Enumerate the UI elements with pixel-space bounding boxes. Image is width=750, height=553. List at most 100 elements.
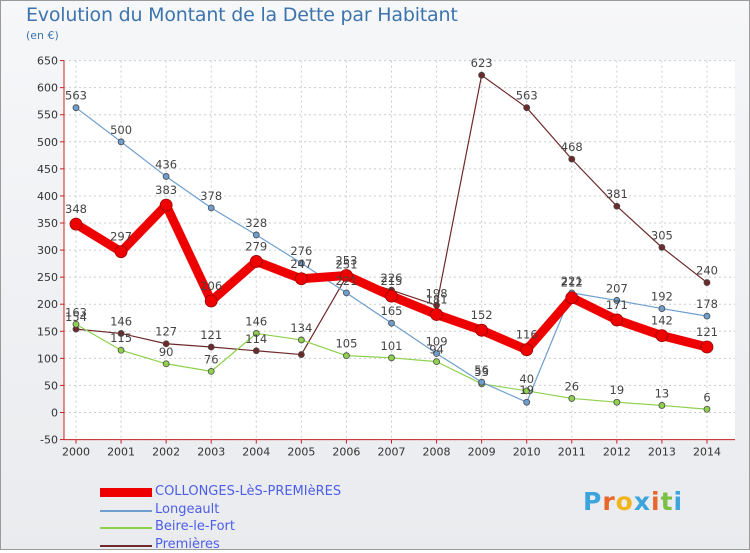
data-point <box>207 367 215 375</box>
data-point <box>523 387 531 395</box>
data-point <box>385 289 398 303</box>
data-point <box>162 360 170 368</box>
data-point <box>658 243 666 251</box>
data-point <box>297 351 305 358</box>
data-label: 221 <box>335 274 357 288</box>
data-label: 181 <box>426 293 448 307</box>
data-point <box>252 231 260 239</box>
data-label: 115 <box>110 331 132 345</box>
data-label: 206 <box>200 279 222 293</box>
data-label: 163 <box>65 305 87 319</box>
y-tick-label: 100 <box>37 352 58 365</box>
x-tick-label: 2014 <box>693 446 721 459</box>
data-label: 178 <box>696 297 718 311</box>
data-label: 40 <box>519 372 534 386</box>
y-tick-label: -50 <box>40 434 58 447</box>
x-tick-label: 2002 <box>152 446 180 459</box>
data-point <box>343 352 350 360</box>
data-label: 297 <box>110 230 132 244</box>
legend-label: Premières <box>155 536 220 552</box>
y-tick-label: 600 <box>37 82 58 95</box>
data-label: 94 <box>429 343 444 357</box>
x-tick-label: 2007 <box>377 446 405 459</box>
data-label: 226 <box>381 271 403 285</box>
data-label: 76 <box>204 352 219 366</box>
data-point <box>117 330 125 337</box>
data-point <box>297 336 305 344</box>
data-point <box>294 272 308 286</box>
data-point <box>69 217 83 231</box>
data-label: 165 <box>381 304 403 318</box>
data-label: 247 <box>290 257 312 271</box>
data-point <box>703 405 711 413</box>
data-label: 121 <box>696 325 718 339</box>
y-tick-label: 650 <box>37 55 58 68</box>
legend-swatch <box>100 509 152 512</box>
data-point <box>252 347 260 355</box>
data-point <box>343 289 350 297</box>
data-label: 212 <box>561 276 583 290</box>
y-tick-label: 450 <box>37 163 58 176</box>
data-point <box>568 395 576 402</box>
chart-title: Evolution du Montant de la Dette par Hab… <box>26 4 458 26</box>
data-label: 114 <box>245 332 267 346</box>
data-label: 26 <box>564 379 579 393</box>
x-tick-label: 2009 <box>468 446 496 459</box>
data-label: 207 <box>606 281 628 295</box>
logo-letter: o <box>615 487 634 516</box>
data-point <box>613 297 621 304</box>
data-label: 251 <box>335 258 357 272</box>
x-tick-label: 2013 <box>648 446 676 459</box>
data-point <box>159 198 173 212</box>
data-point <box>478 378 486 386</box>
y-tick-label: 150 <box>37 325 58 338</box>
data-point <box>523 104 531 112</box>
data-label: 221 <box>561 274 583 288</box>
data-point <box>249 255 263 268</box>
data-point <box>117 346 125 354</box>
data-label: 305 <box>651 228 673 242</box>
y-tick-label: 400 <box>37 190 58 203</box>
data-label: 154 <box>65 310 87 324</box>
data-label: 142 <box>651 314 673 328</box>
data-label: 13 <box>655 386 670 400</box>
data-label: 6 <box>703 390 710 404</box>
data-label: 436 <box>155 157 177 171</box>
data-label: 146 <box>245 314 267 328</box>
data-point <box>388 354 395 362</box>
data-point <box>433 350 440 357</box>
data-label: 121 <box>200 328 222 342</box>
y-tick-label: 200 <box>37 298 58 311</box>
data-label: 276 <box>290 244 312 258</box>
logo-letter: P <box>583 487 603 516</box>
data-point <box>613 398 621 406</box>
logo-letter: t <box>660 487 674 516</box>
data-point <box>658 402 666 409</box>
logo-letter: x <box>633 487 651 516</box>
data-point <box>117 138 125 146</box>
data-label: 105 <box>335 337 357 351</box>
data-label: 253 <box>335 254 357 268</box>
data-label: 19 <box>610 383 625 397</box>
x-tick-label: 2012 <box>603 446 631 459</box>
chart-subtitle: (en €) <box>26 29 59 42</box>
data-point <box>72 320 80 328</box>
y-tick-label: 500 <box>37 136 58 149</box>
data-point <box>114 245 128 259</box>
x-tick-label: 2008 <box>423 446 451 459</box>
data-label: 279 <box>245 239 267 253</box>
data-label: 109 <box>426 334 448 348</box>
data-point <box>568 155 576 163</box>
data-label: 378 <box>200 189 222 203</box>
data-label: 563 <box>65 89 87 103</box>
data-point <box>204 294 218 308</box>
data-point <box>703 279 711 286</box>
legend-label: Beire-le-Fort <box>155 519 235 534</box>
y-tick-label: 300 <box>37 244 58 257</box>
data-label: 90 <box>159 345 174 359</box>
y-tick-label: 350 <box>37 217 58 230</box>
data-label: 328 <box>245 216 267 230</box>
data-label: 152 <box>471 308 493 322</box>
data-point <box>430 308 443 321</box>
